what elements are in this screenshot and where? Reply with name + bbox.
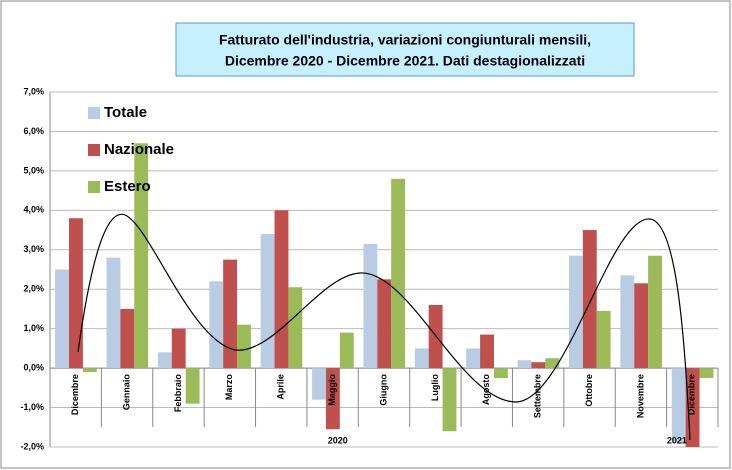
- chart-subtitle: Dicembre 2020 - Dicembre 2021. Dati dest…: [225, 53, 585, 69]
- bar: [391, 178, 406, 369]
- x-tick-label: Dicembre: [687, 374, 697, 415]
- x-tick-label: Marzo: [224, 374, 234, 401]
- bar: [185, 368, 200, 404]
- y-tick-label: 3,0%: [23, 244, 44, 254]
- bar: [582, 230, 597, 369]
- bar: [106, 257, 121, 369]
- bar: [325, 368, 340, 430]
- bar: [288, 287, 303, 369]
- bar: [596, 310, 611, 369]
- bar: [157, 352, 172, 369]
- legend-swatch: [88, 181, 100, 193]
- x-tick-label: Novembre: [635, 374, 645, 418]
- bar: [120, 308, 135, 369]
- bar: [55, 269, 70, 369]
- bar: [377, 279, 392, 369]
- bar: [620, 275, 635, 369]
- y-tick-label: 4,0%: [23, 205, 44, 215]
- bar: [671, 368, 686, 444]
- title-box: [175, 22, 635, 77]
- x-tick-label: Dicembre: [70, 374, 80, 415]
- bar: [493, 368, 508, 378]
- bar: [442, 368, 457, 432]
- y-tick-label: 2,0%: [23, 284, 44, 294]
- year-label: 2021: [667, 435, 687, 445]
- legend-swatch: [88, 107, 100, 119]
- bar: [274, 210, 289, 369]
- bar: [312, 368, 326, 400]
- y-tick-label: 5,0%: [23, 165, 44, 175]
- bar: [699, 368, 714, 378]
- x-tick-label: Aprile: [276, 374, 286, 400]
- legend-label: Totale: [104, 104, 147, 121]
- trend-line: [77, 213, 691, 441]
- bar: [339, 332, 354, 369]
- x-tick-label: Settembre: [533, 374, 543, 418]
- bar: [634, 283, 649, 369]
- bar: [237, 324, 251, 369]
- bar: [209, 281, 224, 369]
- x-tick-label: Febbraio: [173, 374, 183, 413]
- x-tick-label: Gennaio: [121, 374, 131, 411]
- legend-label: Nazionale: [104, 141, 174, 158]
- x-tick-label: Giugno: [378, 374, 388, 406]
- bar: [648, 255, 662, 369]
- bar: [223, 259, 238, 369]
- bar: [363, 243, 378, 369]
- bar: [480, 334, 494, 369]
- legend-label: Estero: [104, 178, 151, 195]
- bar: [545, 358, 560, 369]
- bar: [414, 348, 429, 369]
- year-label: 2020: [328, 435, 348, 445]
- x-tick-label: Luglio: [430, 374, 440, 401]
- bar: [171, 328, 186, 369]
- bar: [466, 348, 481, 369]
- y-tick-label: -1,0%: [20, 402, 44, 412]
- bar: [82, 368, 97, 373]
- bar: [69, 218, 83, 369]
- legend-swatch: [88, 144, 100, 156]
- y-tick-label: 0,0%: [23, 362, 44, 372]
- bar: [134, 143, 149, 369]
- x-tick-label: Ottobre: [584, 374, 594, 407]
- bar: [531, 362, 546, 369]
- y-tick-label: 6,0%: [23, 126, 44, 136]
- x-tick-label: Agosto: [481, 374, 491, 405]
- y-tick-label: -2,0%: [20, 441, 44, 451]
- bar: [568, 255, 583, 369]
- bar: [517, 360, 532, 369]
- y-tick-label: 1,0%: [23, 323, 44, 333]
- x-tick-label: Maggio: [327, 374, 337, 406]
- y-tick-label: 7,0%: [23, 86, 44, 96]
- chart-title: Fatturato dell'industria, variazioni con…: [219, 32, 591, 48]
- bar: [260, 234, 275, 369]
